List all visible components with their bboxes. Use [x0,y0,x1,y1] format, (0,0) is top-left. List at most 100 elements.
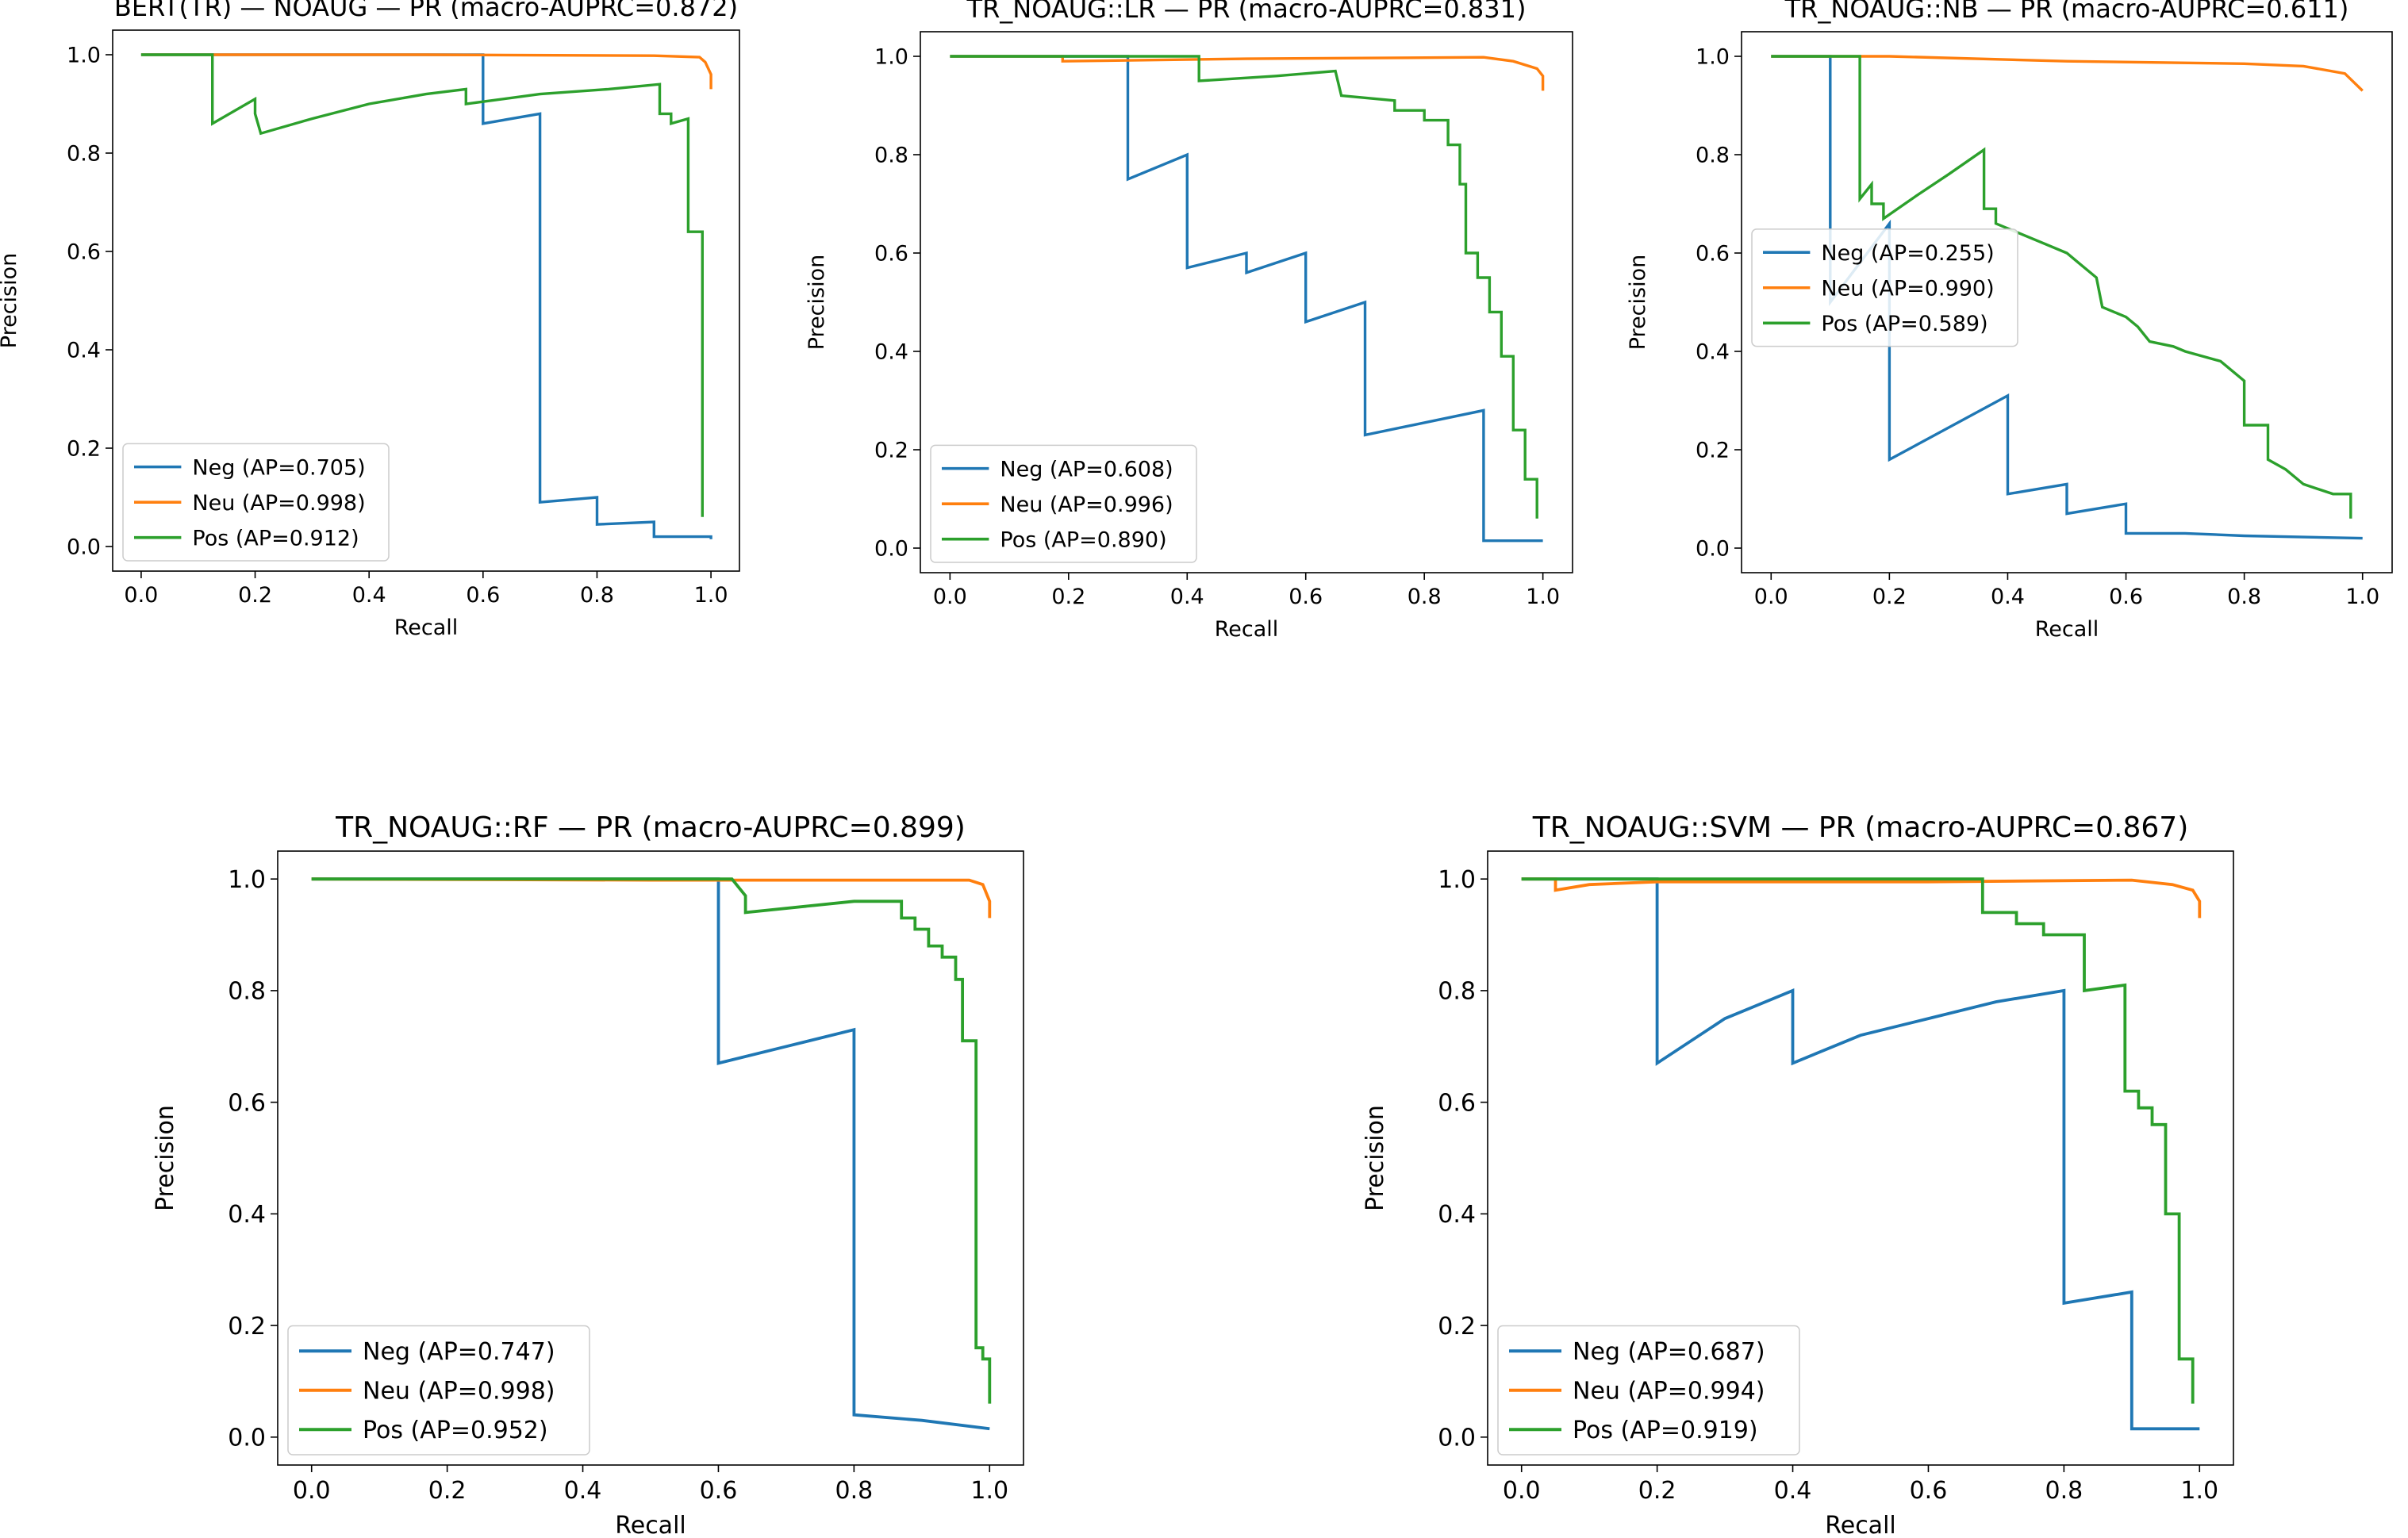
y-tick-label: 1.0 [67,44,101,68]
x-tick-label: 0.4 [352,583,386,608]
y-tick-label: 0.8 [228,978,266,1006]
chart-title: BERT(TR) — NOAUG — PR (macro-AUPRC=0.872… [114,0,738,22]
x-tick-label: 0.0 [124,583,158,608]
x-tick-label: 0.4 [1991,585,2025,609]
x-tick-label: 0.6 [1288,585,1323,609]
plot-area [140,53,712,539]
legend-label-neu: Neu (AP=0.990) [1821,276,1994,301]
x-axis-label: Recall [1825,1512,1896,1538]
series-line-pos [1521,877,2195,1404]
y-axis-label: Precision [805,255,829,350]
x-tick-label: 0.0 [933,585,967,609]
legend-label-pos: Pos (AP=0.589) [1821,312,1987,336]
legend-label-neg: Neg (AP=0.705) [192,455,365,480]
x-axis-label: Recall [615,1512,686,1538]
y-tick-label: 0.8 [874,144,908,168]
series-line-neg [950,55,1543,543]
x-axis-label: Recall [2035,617,2099,642]
x-tick-label: 0.2 [1638,1477,1676,1505]
series-line-neu [950,55,1545,91]
legend-label-neg: Neg (AP=0.255) [1821,241,1994,266]
legend-label-neu: Neu (AP=0.998) [192,491,365,516]
chart-title: TR_NOAUG::NB — PR (macro-AUPRC=0.611) [1784,0,2349,24]
y-tick-label: 0.0 [228,1425,266,1452]
x-tick-label: 0.8 [1408,585,1442,609]
chart-title: TR_NOAUG::LR — PR (macro-AUPRC=0.831) [966,0,1527,24]
legend-label-neu: Neu (AP=0.994) [1573,1378,1765,1406]
y-tick-label: 0.6 [874,242,908,267]
series-line-pos [140,53,704,517]
y-axis-label: Precision [1361,1105,1389,1211]
x-tick-label: 0.6 [466,583,500,608]
legend-label-pos: Pos (AP=0.919) [1573,1417,1758,1444]
x-tick-label: 0.8 [2227,585,2261,609]
pr-chart-3: TR_NOAUG::NB — PR (macro-AUPRC=0.611)0.0… [1626,0,2393,642]
axes-frame [112,29,740,572]
x-tick-label: 1.0 [2180,1477,2218,1505]
legend-box [1751,228,2018,347]
x-tick-label: 0.0 [1503,1477,1541,1505]
y-tick-label: 0.4 [1696,340,1730,365]
x-tick-label: 0.6 [2109,585,2143,609]
y-axis-label: Precision [0,253,21,348]
y-tick-label: 0.8 [1438,978,1476,1006]
y-tick-label: 0.6 [67,240,101,265]
legend-label-neg: Neg (AP=0.608) [1000,457,1173,481]
axes-frame [1487,850,2234,1466]
series-line-neu [311,877,992,919]
x-tick-label: 0.2 [1872,585,1907,609]
y-tick-label: 0.6 [228,1089,266,1117]
x-tick-label: 0.8 [835,1477,874,1505]
x-tick-label: 1.0 [694,583,728,608]
x-tick-label: 0.2 [1051,585,1085,609]
legend-box [287,1325,590,1456]
series-line-neu [1771,55,2364,92]
x-tick-label: 0.0 [1754,585,1788,609]
legend-label-neg: Neg (AP=0.687) [1573,1338,1765,1366]
legend-label-pos: Pos (AP=0.952) [363,1417,548,1444]
x-tick-label: 0.0 [293,1477,331,1505]
y-tick-label: 0.2 [67,437,101,462]
y-tick-label: 0.0 [1696,537,1730,562]
legend-box [930,444,1197,563]
axes-frame [277,850,1024,1466]
legend-label-pos: Pos (AP=0.890) [1000,527,1166,552]
x-tick-label: 0.6 [1910,1477,1948,1505]
y-tick-label: 0.4 [228,1201,266,1229]
x-tick-label: 0.4 [564,1477,602,1505]
x-axis-label: Recall [1215,617,1279,642]
x-tick-label: 1.0 [2345,585,2379,609]
y-tick-label: 1.0 [874,45,908,70]
legend: Neg (AP=0.705) Neu (AP=0.998) Pos (AP=0.91… [122,443,390,562]
legend-box [122,443,390,562]
series-line-neg [311,877,990,1431]
legend: Neg (AP=0.608) Neu (AP=0.996) Pos (AP=0.89… [930,444,1197,563]
y-tick-label: 1.0 [1696,45,1730,70]
y-tick-label: 0.4 [67,339,101,363]
y-tick-label: 0.4 [874,340,908,365]
pr-chart-1: BERT(TR) — NOAUG — PR (macro-AUPRC=0.872… [0,0,740,640]
legend: Neg (AP=0.747) Neu (AP=0.998) Pos (AP=0.95… [287,1325,590,1456]
pr-chart-5: TR_NOAUG::SVM — PR (macro-AUPRC=0.867)0.… [1361,811,2234,1538]
axes-frame [920,31,1573,573]
legend: Neg (AP=0.255) Neu (AP=0.990) Pos (AP=0.58… [1751,228,2018,347]
y-tick-label: 0.2 [1438,1313,1476,1340]
series-line-neu [1521,877,2202,919]
y-tick-label: 0.8 [67,142,101,167]
legend: Neg (AP=0.687) Neu (AP=0.994) Pos (AP=0.91… [1497,1325,1800,1456]
axes-frame [1741,31,2393,573]
y-tick-label: 0.2 [228,1313,266,1340]
y-axis-label: Precision [1626,255,1650,350]
series-line-pos [311,877,992,1404]
x-tick-label: 0.6 [700,1477,738,1505]
y-tick-label: 0.4 [1438,1201,1476,1229]
legend-label-pos: Pos (AP=0.912) [192,526,359,550]
chart-title: TR_NOAUG::SVM — PR (macro-AUPRC=0.867) [1532,811,2189,844]
y-tick-label: 0.2 [1696,439,1730,463]
y-tick-label: 0.0 [874,537,908,562]
y-tick-label: 0.6 [1438,1089,1476,1117]
x-tick-label: 1.0 [970,1477,1008,1505]
y-tick-label: 0.6 [1696,242,1730,267]
plot-area [311,877,992,1431]
